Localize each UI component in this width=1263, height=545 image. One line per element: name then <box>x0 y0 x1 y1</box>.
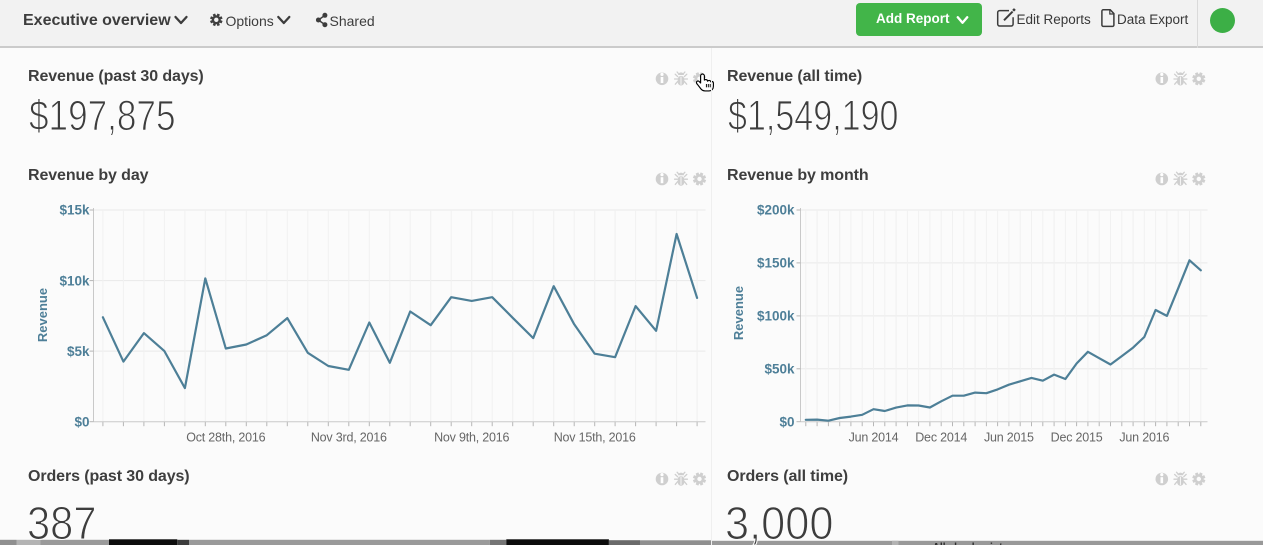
svg-text:$200k: $200k <box>757 203 795 218</box>
svg-text:$15k: $15k <box>59 203 90 218</box>
svg-text:$5k: $5k <box>67 344 90 359</box>
svg-text:Jun 2014: Jun 2014 <box>849 431 899 445</box>
svg-text:$50k: $50k <box>764 362 795 377</box>
svg-text:Dec 2015: Dec 2015 <box>1051 431 1103 445</box>
svg-text:Revenue: Revenue <box>731 286 746 340</box>
svg-text:$0: $0 <box>74 414 89 429</box>
svg-text:Nov 9th, 2016: Nov 9th, 2016 <box>434 431 509 445</box>
svg-text:Nov 15th, 2016: Nov 15th, 2016 <box>554 431 636 445</box>
svg-text:All checkpoints: All checkpoints <box>933 540 1009 545</box>
svg-text:$0: $0 <box>779 414 794 429</box>
svg-text:Nov 3rd, 2016: Nov 3rd, 2016 <box>311 431 387 445</box>
svg-text:$10k: $10k <box>59 273 90 288</box>
svg-text:Dec 2014: Dec 2014 <box>915 431 967 445</box>
svg-text:Oct 28th, 2016: Oct 28th, 2016 <box>186 431 265 445</box>
svg-text:Jun 2015: Jun 2015 <box>984 431 1034 445</box>
svg-text:Revenue: Revenue <box>35 288 50 342</box>
svg-text:$150k: $150k <box>757 256 795 271</box>
svg-text:Jun 2016: Jun 2016 <box>1119 431 1169 445</box>
svg-text:$100k: $100k <box>757 309 795 324</box>
